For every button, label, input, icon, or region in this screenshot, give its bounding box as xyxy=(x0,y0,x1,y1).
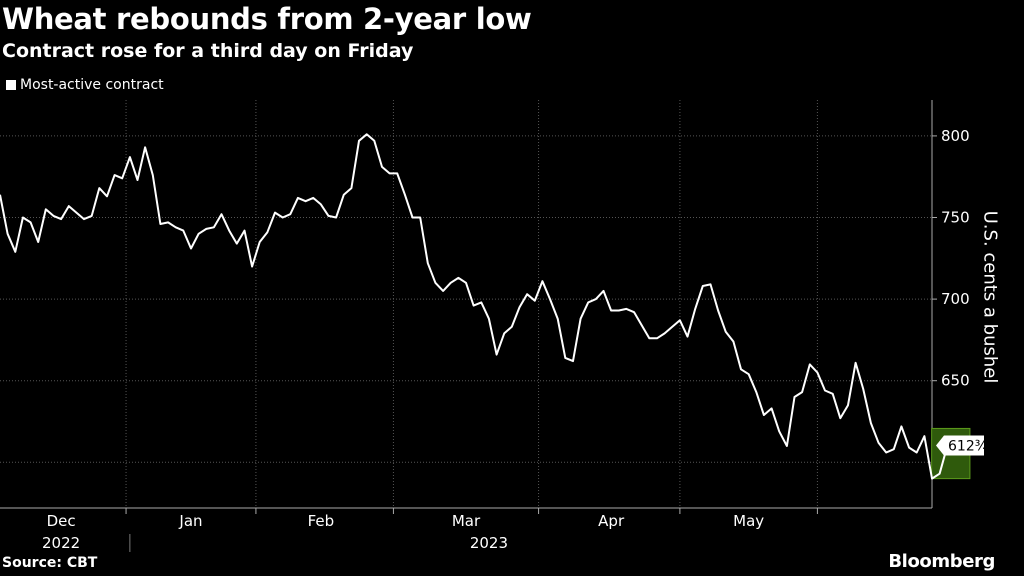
legend: Most-active contract xyxy=(6,77,164,93)
x-tick-label: Dec xyxy=(47,512,76,530)
source-note: Source: CBT xyxy=(2,555,98,571)
y-axis-label: U.S. cents a bushel xyxy=(979,210,1001,384)
x-tick-label: Jan xyxy=(178,512,202,530)
bloomberg-logo: Bloomberg xyxy=(888,551,995,572)
x-year-label: 2023 xyxy=(470,534,508,552)
x-tick-label: Feb xyxy=(308,512,335,530)
x-year-label: 2022 xyxy=(42,534,80,552)
y-tick-label: 700 xyxy=(941,290,970,308)
series-line xyxy=(0,133,956,480)
legend-swatch xyxy=(6,80,16,90)
x-tick-label: Mar xyxy=(452,512,481,530)
chart-subtitle: Contract rose for a third day on Friday xyxy=(2,40,414,62)
y-tick-label: 750 xyxy=(941,209,970,227)
y-tick-label: 650 xyxy=(941,372,970,390)
last-value-callout xyxy=(936,435,984,456)
legend-label: Most-active contract xyxy=(20,77,164,93)
x-tick-label: May xyxy=(733,512,764,530)
x-tick-label: Apr xyxy=(598,512,625,530)
chart-title: Wheat rebounds from 2-year low xyxy=(2,2,532,36)
last-value-label: 612¾ xyxy=(948,438,989,454)
y-tick-label: 800 xyxy=(941,127,970,145)
